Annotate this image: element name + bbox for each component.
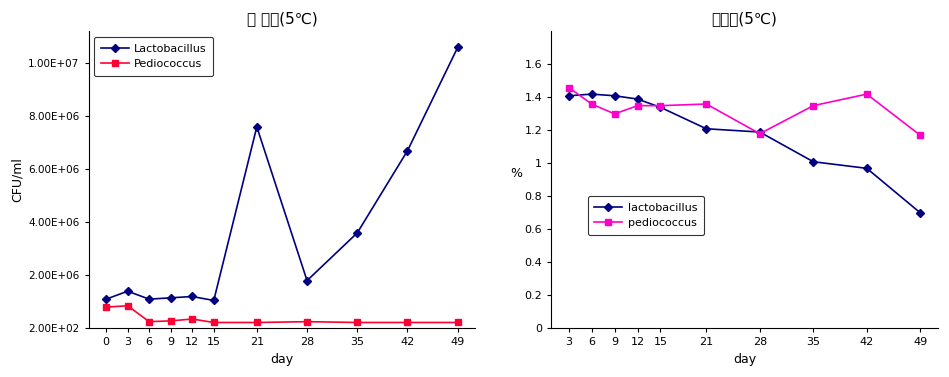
Lactobacillus bbox=[452, 45, 463, 50]
lactobacillus bbox=[609, 93, 621, 98]
Lactobacillus bbox=[251, 125, 263, 129]
pediococcus bbox=[754, 132, 766, 136]
Lactobacillus bbox=[302, 278, 313, 283]
Pediococcus bbox=[187, 317, 198, 321]
Pediococcus bbox=[351, 320, 363, 325]
Lactobacillus bbox=[187, 294, 198, 299]
Pediococcus bbox=[302, 319, 313, 324]
lactobacillus bbox=[915, 211, 926, 215]
Lactobacillus bbox=[208, 298, 219, 303]
Line: pediococcus: pediococcus bbox=[566, 85, 923, 138]
Pediococcus bbox=[452, 320, 463, 325]
pediococcus bbox=[808, 103, 819, 108]
Pediococcus bbox=[165, 319, 177, 323]
Title: 환원당(5℃): 환원당(5℃) bbox=[712, 11, 777, 26]
Line: lactobacillus: lactobacillus bbox=[566, 91, 923, 216]
pediococcus bbox=[563, 85, 574, 90]
X-axis label: day: day bbox=[270, 353, 293, 366]
Line: Lactobacillus: Lactobacillus bbox=[103, 44, 460, 303]
lactobacillus bbox=[655, 105, 666, 110]
pediococcus bbox=[700, 102, 712, 106]
pediococcus bbox=[861, 92, 872, 97]
pediococcus bbox=[655, 103, 666, 108]
pediococcus bbox=[586, 102, 597, 106]
Lactobacillus bbox=[165, 296, 177, 300]
Pediococcus bbox=[122, 303, 134, 308]
Pediococcus bbox=[143, 319, 155, 324]
Lactobacillus bbox=[143, 297, 155, 302]
pediococcus bbox=[915, 133, 926, 138]
pediococcus bbox=[632, 103, 643, 108]
Y-axis label: CFU/ml: CFU/ml bbox=[11, 158, 24, 202]
Title: 송 균수(5℃): 송 균수(5℃) bbox=[247, 11, 317, 26]
Line: Pediococcus: Pediococcus bbox=[103, 303, 460, 325]
Pediococcus bbox=[251, 320, 263, 325]
X-axis label: day: day bbox=[733, 353, 756, 366]
Lactobacillus bbox=[351, 231, 363, 235]
lactobacillus bbox=[632, 97, 643, 101]
Lactobacillus bbox=[122, 289, 134, 293]
Legend: lactobacillus, pediococcus: lactobacillus, pediococcus bbox=[587, 196, 704, 235]
Pediococcus bbox=[101, 305, 112, 310]
Y-axis label: %: % bbox=[510, 167, 522, 180]
lactobacillus bbox=[861, 166, 872, 170]
Pediococcus bbox=[208, 320, 219, 325]
lactobacillus bbox=[700, 127, 712, 131]
Pediococcus bbox=[401, 320, 413, 325]
pediococcus bbox=[609, 112, 621, 116]
lactobacillus bbox=[754, 130, 766, 134]
lactobacillus bbox=[808, 159, 819, 164]
Lactobacillus bbox=[401, 149, 413, 153]
lactobacillus bbox=[586, 92, 597, 97]
Legend: Lactobacillus, Pediococcus: Lactobacillus, Pediococcus bbox=[94, 37, 214, 76]
lactobacillus bbox=[563, 93, 574, 98]
Lactobacillus bbox=[101, 297, 112, 302]
